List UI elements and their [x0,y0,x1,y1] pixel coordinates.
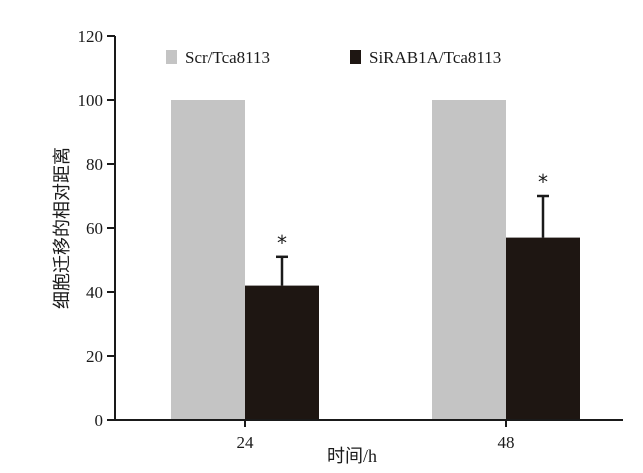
bars [171,100,580,420]
y-tick-label: 20 [86,347,103,366]
significance-star: * [277,231,287,255]
legend-label: SiRAB1A/Tca8113 [369,48,501,67]
y-tick-label: 120 [78,27,104,46]
bar [506,237,580,420]
x-tick-label: 48 [498,433,515,452]
legend-swatch [350,50,361,64]
legend: Scr/Tca8113 SiRAB1A/Tca8113 [166,48,501,67]
y-axis-ticks: 0 20 40 60 80 100 120 [78,27,115,430]
y-axis-title: 细胞迁移的相对距离 [52,147,72,309]
legend-swatch [166,50,177,64]
significance-markers: ** [277,170,548,255]
legend-label: Scr/Tca8113 [185,48,270,67]
significance-star: * [538,170,548,194]
error-bars [276,194,549,286]
x-axis-ticks: 24 48 [237,420,515,452]
bar [171,100,245,420]
y-tick-label: 40 [86,283,103,302]
x-axis-title: 时间/h [327,446,377,466]
bar [432,100,506,420]
x-tick-label: 24 [237,433,255,452]
y-tick-label: 60 [86,219,103,238]
bar [245,285,319,420]
y-tick-label: 80 [86,155,103,174]
y-tick-label: 100 [78,91,104,110]
y-tick-label: 0 [95,411,104,430]
